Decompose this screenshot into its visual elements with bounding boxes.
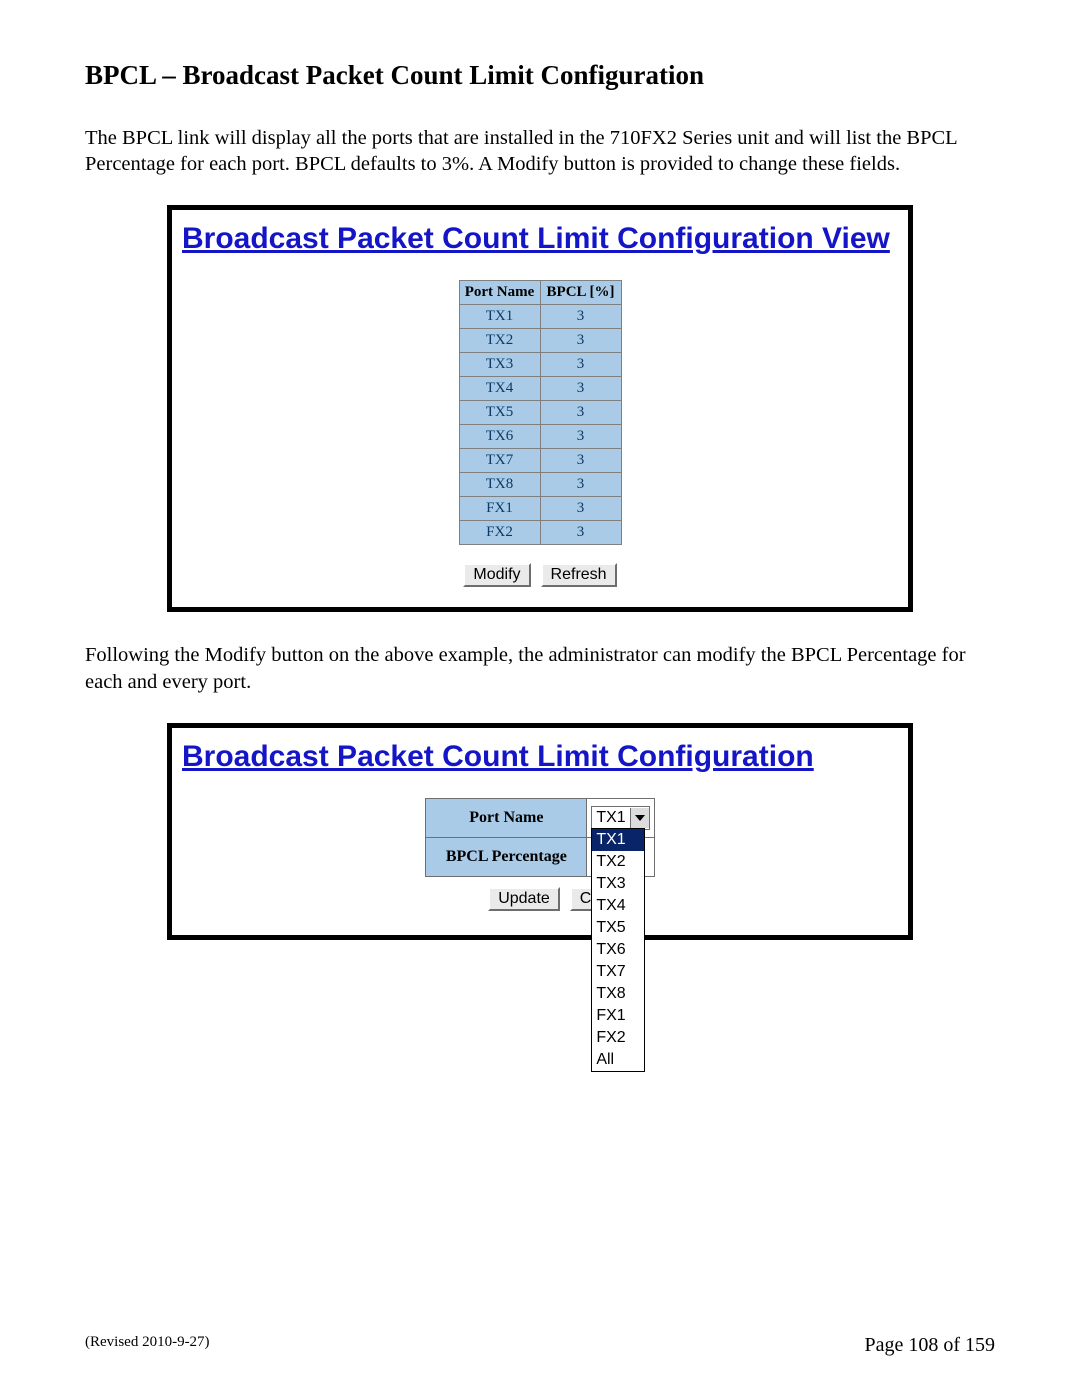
port-name-cell: TX2: [459, 329, 540, 353]
port-option[interactable]: TX6: [592, 939, 644, 961]
port-option[interactable]: TX2: [592, 851, 644, 873]
port-name-select[interactable]: TX1 TX1TX2TX3TX4TX5TX6TX7TX8FX1FX2All: [591, 806, 649, 830]
table-row: TX83: [459, 473, 621, 497]
port-option[interactable]: FX1: [592, 1005, 644, 1027]
intro-paragraph: The BPCL link will display all the ports…: [85, 125, 995, 177]
col-bpcl-pct: BPCL [%]: [540, 281, 621, 305]
bpcl-pct-cell: 3: [540, 473, 621, 497]
bpcl-pct-cell: 3: [540, 377, 621, 401]
page-heading: BPCL – Broadcast Packet Count Limit Conf…: [85, 60, 995, 91]
table-row: FX23: [459, 521, 621, 545]
page-footer: (Revised 2010-9-27) Page 108 of 159: [85, 1334, 995, 1357]
screenshot-bpcl-modify: Broadcast Packet Count Limit Configurati…: [167, 723, 913, 940]
table-row: TX63: [459, 425, 621, 449]
chevron-down-icon: [630, 808, 649, 828]
table-row: TX43: [459, 377, 621, 401]
bpcl-pct-cell: 3: [540, 401, 621, 425]
update-button[interactable]: Update: [488, 887, 560, 911]
port-name-cell: TX5: [459, 401, 540, 425]
bpcl-view-title: Broadcast Packet Count Limit Configurati…: [182, 222, 898, 256]
port-option[interactable]: TX1: [592, 829, 644, 851]
table-row: TX23: [459, 329, 621, 353]
bpcl-modify-buttons: Update Cancel: [182, 887, 898, 911]
port-name-cell: FX2: [459, 521, 540, 545]
refresh-button[interactable]: Refresh: [541, 563, 617, 587]
bpcl-pct-cell: 3: [540, 449, 621, 473]
port-option[interactable]: TX7: [592, 961, 644, 983]
col-port-name: Port Name: [459, 281, 540, 305]
page-number: Page 108 of 159: [864, 1334, 995, 1357]
port-name-cell: TX7: [459, 449, 540, 473]
table-row: TX53: [459, 401, 621, 425]
screenshot-bpcl-view: Broadcast Packet Count Limit Configurati…: [167, 205, 913, 612]
port-name-cell: TX8: [459, 473, 540, 497]
port-name-cell: TX4: [459, 377, 540, 401]
bpcl-pct-cell: 3: [540, 497, 621, 521]
port-name-cell: TX6: [459, 425, 540, 449]
bpcl-view-buttons: Modify Refresh: [182, 563, 898, 587]
bpcl-pct-cell: 3: [540, 305, 621, 329]
port-name-cell: FX1: [459, 497, 540, 521]
document-page: BPCL – Broadcast Packet Count Limit Conf…: [0, 0, 1080, 1397]
port-option[interactable]: TX4: [592, 895, 644, 917]
port-name-label: Port Name: [426, 798, 587, 837]
table-row: TX33: [459, 353, 621, 377]
port-option[interactable]: All: [592, 1049, 644, 1071]
table-row: TX73: [459, 449, 621, 473]
port-option[interactable]: TX8: [592, 983, 644, 1005]
second-paragraph: Following the Modify button on the above…: [85, 642, 995, 694]
table-row: TX13: [459, 305, 621, 329]
port-name-cell: TX3: [459, 353, 540, 377]
port-name-cell: TX1: [459, 305, 540, 329]
modify-button[interactable]: Modify: [463, 563, 530, 587]
bpcl-modify-title: Broadcast Packet Count Limit Configurati…: [182, 740, 898, 774]
revised-date: (Revised 2010-9-27): [85, 1334, 210, 1357]
bpcl-modify-form: Port Name TX1 TX1TX2TX3TX4TX5TX6TX7TX8FX…: [425, 798, 654, 877]
port-option[interactable]: FX2: [592, 1027, 644, 1049]
port-name-options[interactable]: TX1TX2TX3TX4TX5TX6TX7TX8FX1FX2All: [591, 828, 645, 1072]
bpcl-pct-cell: 3: [540, 353, 621, 377]
bpcl-pct-cell: 3: [540, 425, 621, 449]
bpcl-pct-cell: 3: [540, 521, 621, 545]
port-name-selected: TX1: [596, 809, 625, 827]
port-option[interactable]: TX3: [592, 873, 644, 895]
port-option[interactable]: TX5: [592, 917, 644, 939]
bpcl-pct-cell: 3: [540, 329, 621, 353]
table-row: FX13: [459, 497, 621, 521]
bpcl-table: Port Name BPCL [%] TX13TX23TX33TX43TX53T…: [459, 280, 622, 545]
bpcl-pct-label: BPCL Percentage: [426, 837, 587, 876]
